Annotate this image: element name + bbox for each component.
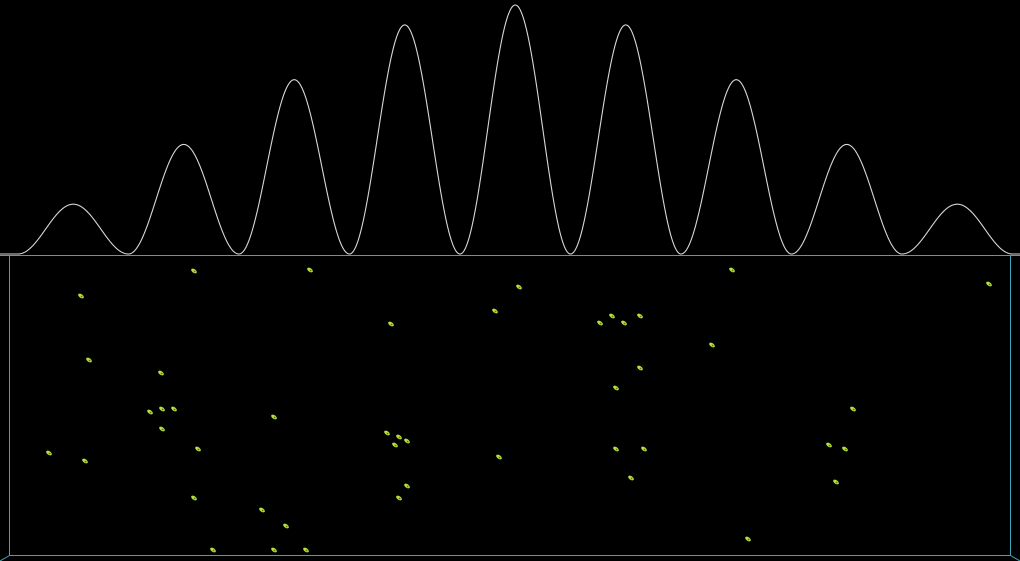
particle-box xyxy=(0,255,1020,561)
particle-core xyxy=(398,497,401,500)
particle-core xyxy=(639,367,642,370)
particle-core xyxy=(494,310,497,313)
particle-core xyxy=(835,481,838,484)
particle-core xyxy=(406,485,409,488)
particle-core xyxy=(623,322,626,325)
particle-core xyxy=(828,444,831,447)
particle-core xyxy=(193,270,196,273)
particle-core xyxy=(611,315,614,318)
particle-core xyxy=(149,411,152,414)
particle-core xyxy=(84,460,87,463)
wave-envelope-curve xyxy=(0,4,1020,255)
particle-core xyxy=(261,509,264,512)
box-perspective-left xyxy=(0,555,10,561)
particle-core xyxy=(711,344,714,347)
particle-core xyxy=(630,477,633,480)
particle-core xyxy=(615,387,618,390)
particle-core xyxy=(88,359,91,362)
particle-core xyxy=(161,428,164,431)
particle-core xyxy=(160,372,163,375)
particle-core xyxy=(309,269,312,272)
particle-core xyxy=(197,448,200,451)
particle-core xyxy=(285,525,288,528)
particle-core xyxy=(988,283,991,286)
particle-core xyxy=(844,448,847,451)
particle-core xyxy=(48,452,51,455)
particle-core xyxy=(386,432,389,435)
particle-core xyxy=(639,315,642,318)
particle-core xyxy=(643,448,646,451)
particle-core xyxy=(173,408,176,411)
particle-core xyxy=(852,408,855,411)
particle-core xyxy=(80,295,83,298)
particle-core xyxy=(273,416,276,419)
particle-core xyxy=(615,448,618,451)
box-perspective-right xyxy=(1010,555,1020,561)
particle-core xyxy=(273,549,276,552)
particle-field xyxy=(46,267,992,553)
particle-core xyxy=(406,440,409,443)
particle-core xyxy=(212,549,215,552)
particle-core xyxy=(305,549,308,552)
particle-core xyxy=(193,497,196,500)
particle-core xyxy=(731,269,734,272)
particle-core xyxy=(747,538,750,541)
particle-core xyxy=(498,456,501,459)
particle-core xyxy=(398,436,401,439)
particle-core xyxy=(394,444,397,447)
particle-core xyxy=(599,322,602,325)
particle-core xyxy=(390,323,393,326)
particle-core xyxy=(161,408,164,411)
particle-core xyxy=(518,286,521,289)
